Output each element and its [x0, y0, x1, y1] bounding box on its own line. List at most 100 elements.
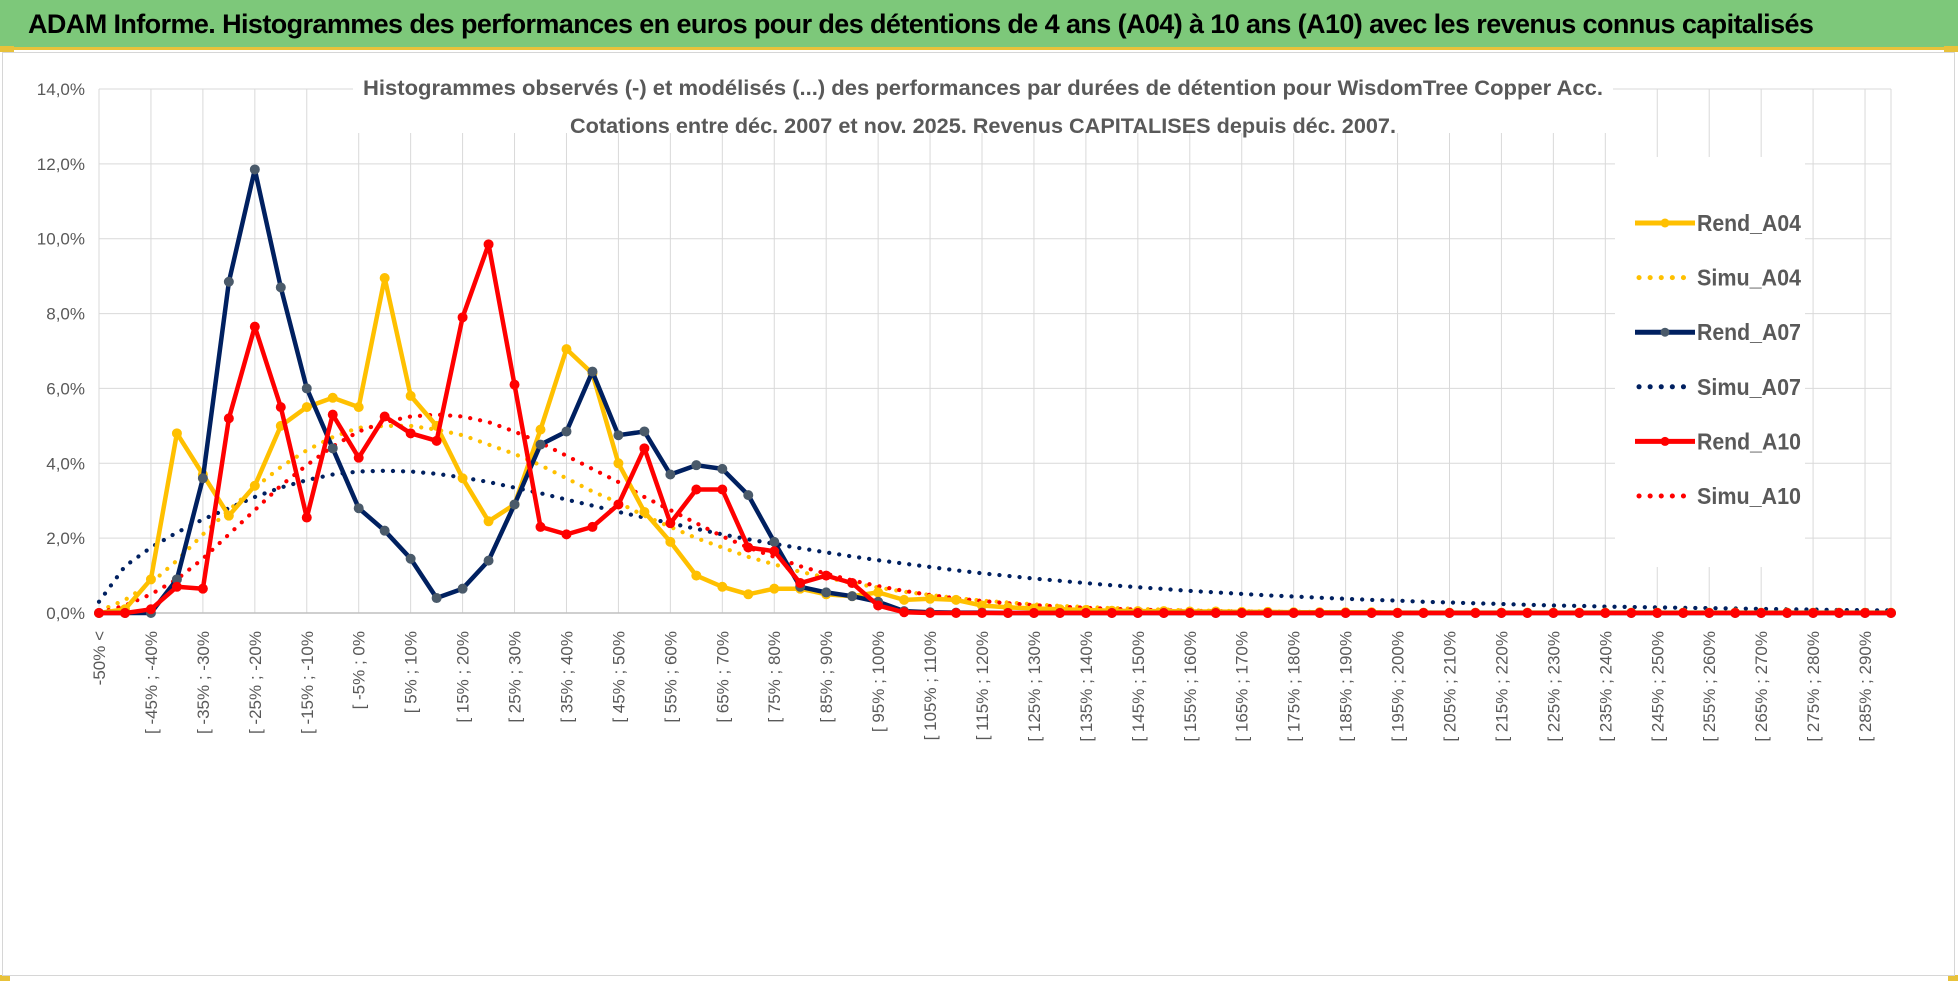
data-point	[171, 581, 182, 592]
data-point	[821, 587, 832, 598]
data-point	[509, 379, 520, 390]
data-point	[1366, 608, 1377, 618]
data-point	[1808, 608, 1819, 618]
data-point	[94, 608, 104, 618]
x-tick-label: [ 185% ; 190%	[1337, 631, 1356, 742]
data-point	[171, 428, 182, 439]
x-tick-label: [ 255% ; 260%	[1700, 631, 1719, 742]
data-point	[665, 536, 676, 547]
legend-label: Rend_A04	[1697, 210, 1801, 236]
x-tick-label: [ 75% ; 80%	[765, 631, 784, 723]
x-tick-label: [ 205% ; 210%	[1440, 631, 1459, 742]
legend-label: Simu_A04	[1697, 265, 1801, 291]
data-point	[951, 594, 962, 605]
data-point	[925, 593, 936, 604]
y-tick-label: 12,0%	[37, 155, 85, 174]
data-point	[483, 555, 494, 566]
data-point	[119, 608, 130, 618]
data-point	[275, 402, 286, 413]
data-point	[561, 529, 572, 540]
data-point	[1210, 608, 1221, 618]
data-point	[1860, 608, 1871, 618]
data-point	[1834, 608, 1845, 618]
report-banner: ADAM Informe. Histogrammes des performan…	[0, 0, 1958, 50]
legend-marker	[1660, 327, 1670, 337]
data-point	[1314, 608, 1325, 618]
data-point	[1080, 608, 1091, 618]
data-point	[197, 473, 208, 484]
series-line	[96, 468, 1894, 613]
data-point	[665, 469, 676, 480]
data-point	[717, 581, 728, 592]
data-point	[301, 512, 312, 523]
data-point	[1262, 608, 1273, 618]
x-tick-label: [ 245% ; 250%	[1648, 631, 1667, 742]
data-point	[353, 503, 364, 514]
x-tick-label: [ 115% ; 120%	[973, 631, 992, 740]
data-point	[743, 589, 754, 600]
data-point	[743, 542, 754, 553]
y-tick-label: 4,0%	[46, 454, 85, 473]
data-point	[873, 587, 884, 598]
data-point	[1496, 608, 1507, 618]
data-point	[1392, 608, 1403, 618]
data-point	[873, 600, 884, 611]
data-point	[405, 390, 416, 401]
legend-label: Simu_A10	[1697, 483, 1801, 509]
data-point	[691, 570, 702, 581]
chart-frame: 0,0% 2,0% 4,0% 6,0% 8,0% 10,0% 12,0% 14,0% -50%…	[2, 52, 1955, 976]
x-tick-label: [ 275% ; 280%	[1804, 631, 1823, 742]
corner-accent	[0, 975, 10, 981]
legend-label: Simu_A07	[1697, 374, 1801, 400]
legend-item-simu-a07: Simu_A07	[1636, 374, 1801, 400]
data-point	[327, 443, 338, 454]
data-point	[639, 426, 650, 437]
data-point	[1418, 608, 1429, 618]
x-tick-label: [ 165% ; 170%	[1233, 631, 1252, 742]
data-point	[769, 536, 780, 547]
data-point	[1132, 608, 1143, 618]
x-tick-label: [ -45% ; -40%	[142, 631, 161, 734]
x-tick-label: [ 65% ; 70%	[713, 631, 732, 723]
data-point	[275, 282, 286, 293]
x-axis: -50% < [ -45% ; -40% [ -35% ; -30% [ -25% ;…	[90, 631, 1875, 742]
data-point	[899, 594, 910, 605]
data-point	[1886, 608, 1896, 618]
data-point	[691, 484, 702, 495]
data-point	[483, 239, 494, 250]
legend-item-rend-a10: Rend_A10	[1635, 428, 1801, 454]
x-tick-label: [ -15% ; -10%	[298, 631, 317, 734]
legend-marker	[1660, 218, 1670, 228]
data-point	[691, 460, 702, 471]
x-tick-label: [ 85% ; 90%	[817, 631, 836, 723]
x-tick-label: [ 35% ; 40%	[557, 631, 576, 723]
x-tick-label: [ 55% ; 60%	[661, 631, 680, 723]
legend: Rend_A04 Simu_A04 Rend_A07 Simu_A07 Rend_A10…	[1615, 157, 1805, 567]
data-point	[1548, 608, 1559, 618]
data-point	[1106, 608, 1117, 618]
data-point	[353, 452, 364, 463]
x-tick-label: [ 195% ; 200%	[1389, 631, 1408, 742]
data-point	[951, 608, 962, 618]
data-point	[1756, 608, 1767, 618]
x-tick-label: [ 95% ; 100%	[869, 631, 888, 732]
chart-title: Histogrammes observés (-) et modélisés (…	[363, 77, 1603, 100]
y-axis: 0,0% 2,0% 4,0% 6,0% 8,0% 10,0% 12,0% 14,0%	[37, 80, 85, 623]
series-layer	[94, 164, 1896, 618]
data-point	[613, 499, 624, 510]
data-point	[1054, 608, 1065, 618]
x-tick-label: [ 285% ; 290%	[1856, 631, 1875, 742]
x-tick-label: [ 265% ; 270%	[1752, 631, 1771, 742]
data-point	[431, 593, 442, 604]
x-tick-label: [ 45% ; 50%	[609, 631, 628, 723]
x-tick-label: [ 215% ; 220%	[1492, 631, 1511, 742]
legend-item-rend-a07: Rend_A07	[1635, 319, 1801, 345]
chart-title-background	[353, 59, 1613, 133]
corner-accent	[0, 46, 14, 52]
data-point	[639, 506, 650, 517]
x-tick-label: -50% <	[90, 631, 109, 685]
data-point	[457, 312, 468, 323]
data-point	[535, 521, 546, 532]
series-simu-a07	[96, 468, 1894, 613]
corner-accent	[1948, 975, 1958, 981]
